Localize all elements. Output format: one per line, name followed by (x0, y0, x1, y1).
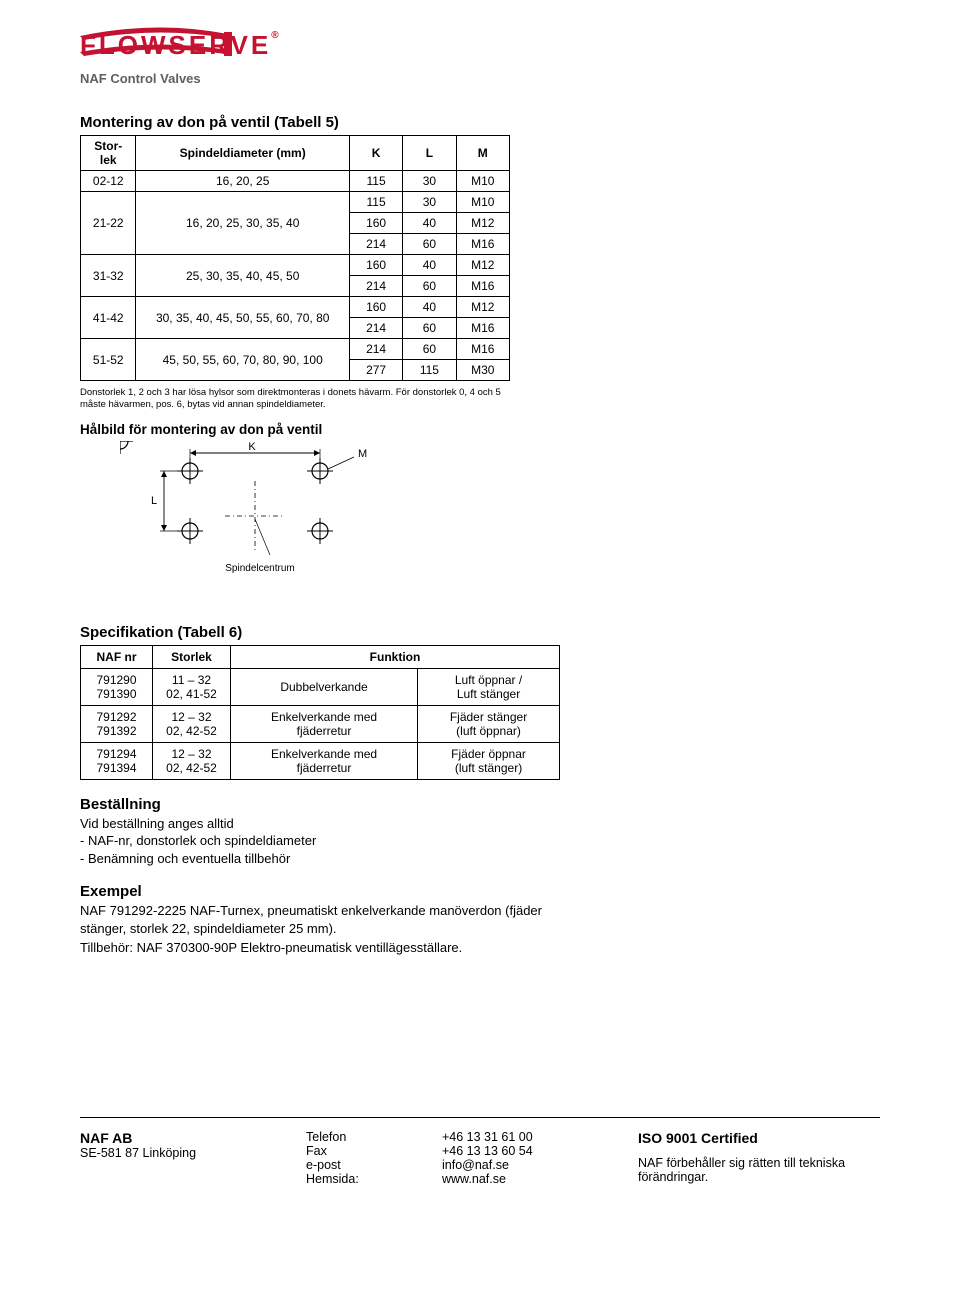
cell-dia: 25, 30, 35, 40, 45, 50 (136, 255, 349, 297)
th-storlek: Stor- lek (81, 136, 136, 171)
cell-k: 115 (349, 171, 402, 192)
cell-l: 40 (403, 255, 456, 276)
footer-email-value: info@naf.se (442, 1158, 592, 1172)
cell-storlek: 31-32 (81, 255, 136, 297)
cell-storlek: 41-42 (81, 297, 136, 339)
cell-funktion1: Enkelverkande med fjäderretur (231, 705, 418, 742)
footer-tel-label: Telefon (306, 1130, 396, 1144)
cell-dia: 30, 35, 40, 45, 50, 55, 60, 70, 80 (136, 297, 349, 339)
footer-iso: ISO 9001 Certified (638, 1130, 868, 1146)
page-footer: NAF AB SE-581 87 Linköping Telefon Fax e… (80, 1130, 880, 1186)
ordering-line-0: Vid beställning anges alltid (80, 815, 560, 833)
cell-storlek: 51-52 (81, 339, 136, 381)
th-naf: NAF nr (81, 645, 153, 668)
dim-k-label: K (248, 441, 256, 453)
footer-address: SE-581 87 Linköping (80, 1146, 260, 1160)
cell-m: M16 (456, 276, 509, 297)
cell-m: M12 (456, 213, 509, 234)
cell-m: M10 (456, 171, 509, 192)
cell-l: 60 (403, 234, 456, 255)
cell-funktion2: Fjäder öppnar (luft stänger) (418, 742, 560, 779)
th-storlek6: Storlek (153, 645, 231, 668)
cell-l: 40 (403, 213, 456, 234)
cell-k: 277 (349, 360, 402, 381)
table6-title: Specifikation (Tabell 6) (80, 624, 880, 641)
table5-title: Montering av don på ventil (Tabell 5) (80, 114, 880, 131)
example-title: Exempel (80, 883, 880, 900)
footer-company: NAF AB (80, 1130, 260, 1146)
example-text: NAF 791292-2225 NAF-Turnex, pneumatiskt … (80, 902, 560, 957)
cell-l: 40 (403, 297, 456, 318)
cell-l: 115 (403, 360, 456, 381)
footer-rule (80, 1117, 880, 1118)
cell-k: 214 (349, 318, 402, 339)
diagram-title: Hålbild för montering av don på ventil (80, 422, 880, 437)
cell-funktion2: Luft öppnar / Luft stänger (418, 668, 560, 705)
cell-dia: 16, 20, 25 (136, 171, 349, 192)
cell-storlek: 02-12 (81, 171, 136, 192)
cell-m: M30 (456, 360, 509, 381)
dim-m-label: M (358, 448, 367, 460)
ordering-line-1: - NAF-nr, donstorlek och spindeldiameter (80, 832, 560, 850)
th-funktion: Funktion (231, 645, 560, 668)
th-l: L (403, 136, 456, 171)
cell-m: M12 (456, 255, 509, 276)
cell-funktion1: Dubbelverkande (231, 668, 418, 705)
cell-k: 160 (349, 297, 402, 318)
footer-web-value: www.naf.se (442, 1172, 592, 1186)
brand-logo: FLOWSERVE® (80, 30, 282, 61)
drill-pattern-diagram: K L M (120, 441, 400, 561)
logo-block: FLOWSERVE® NAF Control Valves (80, 30, 880, 86)
ordering-line-2: - Benämning och eventuella tillbehör (80, 850, 560, 868)
cell-m: M12 (456, 297, 509, 318)
cell-dia: 16, 20, 25, 30, 35, 40 (136, 192, 349, 255)
cell-k: 214 (349, 234, 402, 255)
cell-dia: 45, 50, 55, 60, 70, 80, 90, 100 (136, 339, 349, 381)
cell-k: 214 (349, 276, 402, 297)
cell-storlek: 11 – 32 02, 41-52 (153, 668, 231, 705)
cell-funktion2: Fjäder stänger (luft öppnar) (418, 705, 560, 742)
th-spindel: Spindeldiameter (mm) (136, 136, 349, 171)
spec-table: NAF nr Storlek Funktion 79129079139011 –… (80, 645, 560, 780)
example-p2: Tillbehör: NAF 370300-90P Elektro-pneuma… (80, 939, 560, 957)
footer-tel-value: +46 13 31 61 00 (442, 1130, 592, 1144)
cell-m: M10 (456, 192, 509, 213)
cell-l: 30 (403, 192, 456, 213)
cell-m: M16 (456, 234, 509, 255)
dim-l-label: L (151, 495, 157, 507)
brand-subtitle: NAF Control Valves (80, 71, 880, 86)
footer-web-label: Hemsida: (306, 1172, 396, 1186)
cell-k: 214 (349, 339, 402, 360)
footer-fax-value: +46 13 13 60 54 (442, 1144, 592, 1158)
footer-disclaimer: NAF förbehåller sig rätten till tekniska… (638, 1156, 868, 1184)
cell-storlek: 21-22 (81, 192, 136, 255)
cell-k: 160 (349, 213, 402, 234)
table5-footnote: Donstorlek 1, 2 och 3 har lösa hylsor so… (80, 387, 510, 412)
cell-storlek: 12 – 32 02, 42-52 (153, 705, 231, 742)
cell-nafnr: 791292791392 (81, 705, 153, 742)
cell-m: M16 (456, 318, 509, 339)
mounting-table: Stor- lek Spindeldiameter (mm) K L M 02-… (80, 135, 510, 381)
cell-nafnr: 791294791394 (81, 742, 153, 779)
cell-l: 30 (403, 171, 456, 192)
cell-funktion1: Enkelverkande med fjäderretur (231, 742, 418, 779)
cell-l: 60 (403, 339, 456, 360)
diagram-caption: Spindelcentrum (120, 563, 400, 574)
cell-nafnr: 791290791390 (81, 668, 153, 705)
cell-storlek: 12 – 32 02, 42-52 (153, 742, 231, 779)
footer-email-label: e-post (306, 1158, 396, 1172)
example-p1: NAF 791292-2225 NAF-Turnex, pneumatiskt … (80, 902, 560, 937)
cell-l: 60 (403, 276, 456, 297)
th-k: K (349, 136, 402, 171)
footer-fax-label: Fax (306, 1144, 396, 1158)
th-m: M (456, 136, 509, 171)
registered-mark: ® (271, 30, 281, 41)
ordering-text: Vid beställning anges alltid - NAF-nr, d… (80, 815, 560, 868)
cell-m: M16 (456, 339, 509, 360)
cell-l: 60 (403, 318, 456, 339)
ordering-title: Beställning (80, 796, 880, 813)
cell-k: 115 (349, 192, 402, 213)
cell-k: 160 (349, 255, 402, 276)
